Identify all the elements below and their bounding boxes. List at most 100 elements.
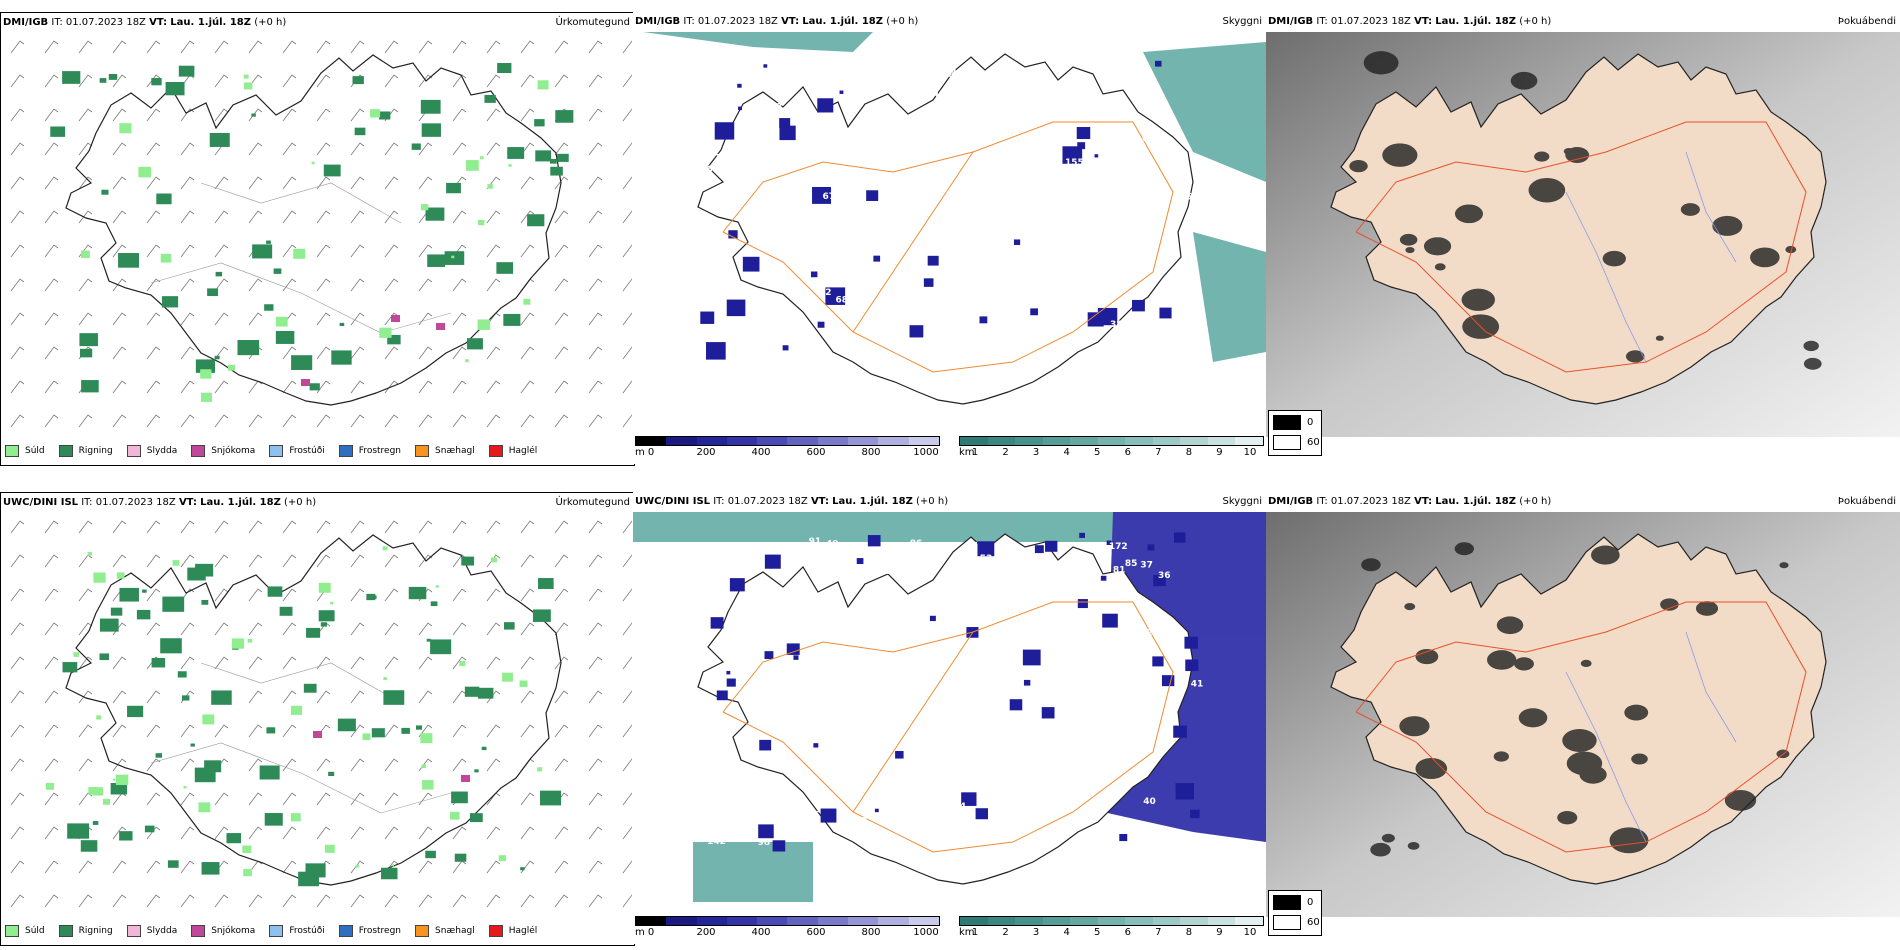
colorbar-segment [1152,917,1181,925]
wind-barb [452,894,467,908]
fog-cell [705,342,726,360]
wind-barb [214,176,229,190]
visibility-value: 81 [1113,565,1126,575]
fog-spot [1591,545,1620,565]
colorbar [635,916,940,926]
fog-spot [1803,340,1819,352]
wind-barb [418,142,433,156]
wind-barb [10,758,25,772]
visibility-value: 50 [809,621,822,631]
wind-barb [44,554,59,568]
drizzle-cell [290,813,301,822]
wind-barb [486,414,501,428]
wind-barb [316,40,331,54]
fog-spot [1363,51,1399,75]
fog-cell [729,578,745,592]
rain-cell [504,622,515,630]
visibility-labels: 44 55 35 28 41 38 36 50 52 44 53 40 45 37 43 38 40 41 51 33… [707,537,1203,848]
wind-barb [486,244,501,258]
fog-legend-swatch [1273,894,1301,910]
rain-cell [162,596,185,612]
fog-cell [772,840,786,852]
legend-swatch [126,925,141,937]
rain-cell [477,687,494,699]
rain-cell [496,262,514,274]
wind-barb [554,346,569,360]
wind-barb [78,656,93,670]
visibility-value: 40 [971,156,984,166]
wind-barb [316,894,331,908]
fog-cell [1106,540,1112,545]
wind-barb [78,40,93,54]
wind-barb [486,40,501,54]
rain-cell [127,705,144,718]
wind-barb [282,520,297,534]
rain-cell [151,657,166,668]
visibility-value: 91 [809,537,822,547]
wind-barb [282,380,297,394]
wind-barb [418,176,433,190]
colorbar-segment [848,917,879,925]
visibility-value: 93 [999,739,1012,749]
fog-cell [1190,809,1200,819]
drizzle-cell [422,780,434,790]
wind-barb [44,414,59,428]
fog-cell [825,287,846,305]
fog-legend: 0 60 [1268,410,1322,456]
rain-cell [497,63,512,73]
fog-cell [1153,574,1166,587]
fog-cell [1045,540,1058,552]
visibility-value: 61 [978,206,991,216]
legend-item: Snæhagl [415,925,475,937]
wind-barb [622,588,632,602]
snow-cell [301,379,310,386]
drizzle-cell [450,811,460,820]
wind-barb [10,860,25,874]
wind-barb [486,758,501,772]
wind-barb [588,588,603,602]
land [1330,533,1827,885]
wind-barb [282,210,297,224]
fog-spot [1381,833,1395,843]
wind-barb [282,588,297,602]
wind-barb [350,40,365,54]
wind-barb [520,312,535,326]
ring-road [1355,121,1807,373]
wind-barb [622,826,632,840]
drizzle-cell [202,714,215,725]
visibility-value: 44 [954,802,967,812]
fog-cell [1132,299,1145,312]
rain-cell [401,727,410,734]
wind-barb [180,312,195,326]
colorbar-segment [1097,437,1126,445]
precip-map [1,33,632,438]
wind-barb [146,690,161,704]
wind-barb [622,520,632,534]
wind-barb [384,346,399,360]
fog-cell [1184,636,1198,649]
rain-cell [50,126,66,137]
wind-barb [554,758,569,772]
fog-spot [1415,757,1448,780]
visibility-value: 59 [1009,78,1022,88]
legend-item: Haglél [488,445,537,457]
wind-barb [418,40,433,54]
visibility-value: 41 [1023,94,1036,104]
fog-cell [1152,656,1164,667]
wind-barb [554,690,569,704]
wind-barb [44,142,59,156]
wind-barb [146,826,161,840]
visibility-value: 200 [707,292,726,302]
wind-barb [214,244,229,258]
drizzle-cell [80,250,90,259]
wind-barb [44,210,59,224]
wind-barb [316,554,331,568]
drizzle-cell [198,802,211,813]
wind-barb [452,108,467,122]
rain-cell [538,578,554,589]
visibility-value: 38 [1110,320,1123,330]
legend-item: Slydda [126,925,177,937]
rain-cell [99,78,107,83]
visibility-value: 89 [966,674,979,684]
visibility-value: 74 [943,229,956,239]
